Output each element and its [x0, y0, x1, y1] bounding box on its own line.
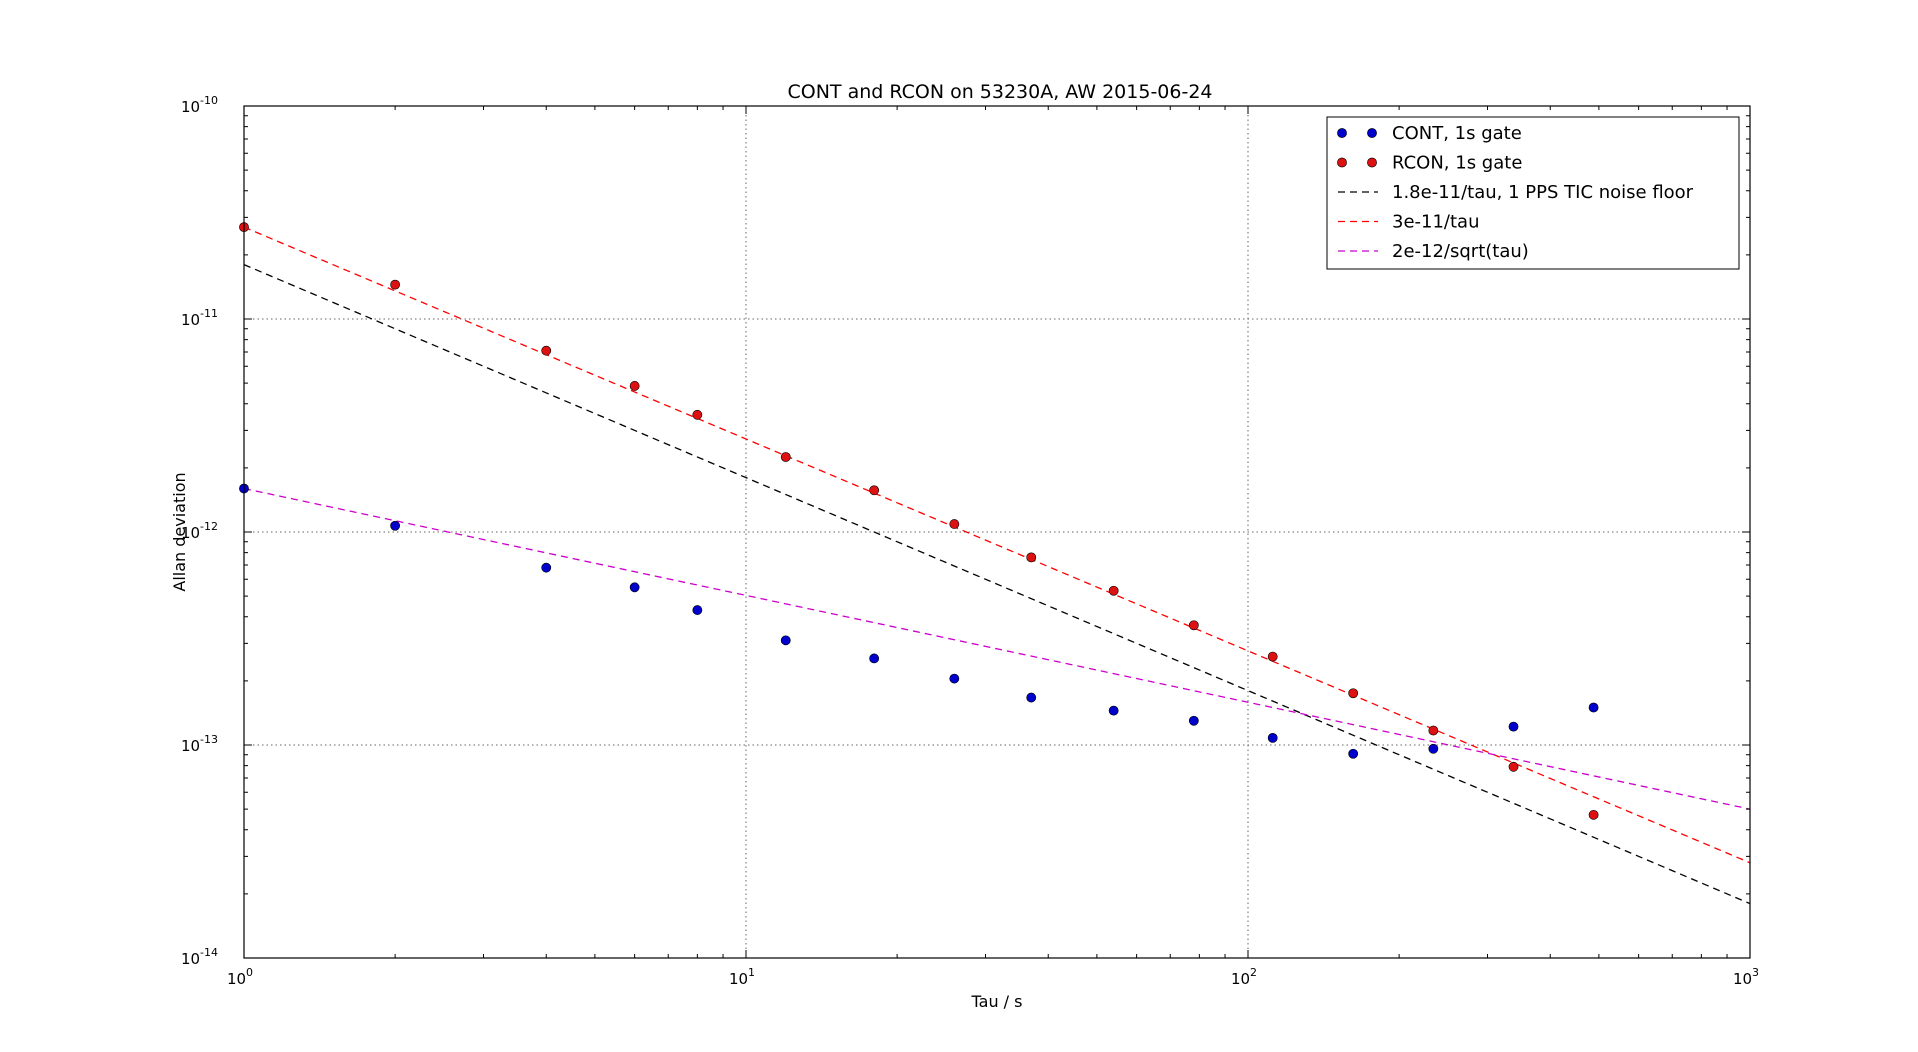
point-rcon-1s-gate [629, 381, 640, 391]
legend-item-3e-11-tau: 3e-11/tau [1338, 212, 1480, 233]
y-tick-label: 10-12 [181, 520, 218, 542]
point-rcon-1s-gate [869, 485, 880, 496]
y-axis-label: Allan deviation [170, 472, 189, 591]
point-cont-1s-gate [869, 653, 880, 664]
x-tick-label-base: 10 [1231, 970, 1250, 988]
point-rcon-1s-gate [541, 345, 552, 356]
point-rcon-1s-gate [1267, 651, 1278, 662]
x-tick-label-exponent: 0 [246, 966, 253, 979]
legend-box [1326, 116, 1740, 270]
series-line-1-8e-11-tau-1-pps-tic-noise-floor [243, 264, 1751, 905]
x-tick-label-exponent: 2 [1250, 966, 1257, 979]
series-line-2e-12-sqrt-tau [243, 487, 1751, 810]
legend-label: CONT, 1s gate [1392, 123, 1522, 144]
x-tick-label: 102 [1231, 966, 1257, 988]
y-tick-label-exponent: -14 [200, 946, 218, 959]
point-cont-1s-gate [780, 635, 791, 646]
point-cont-1s-gate [629, 582, 640, 593]
plot-area-frame [243, 105, 1751, 959]
legend-item-1-8e-11-tau-1-pps-tic-noise-floor: 1.8e-11/tau, 1 PPS TIC noise floor [1338, 182, 1694, 203]
y-tick-label-exponent: -13 [200, 733, 218, 746]
data-points [239, 222, 1599, 820]
legend-marker [1367, 128, 1377, 138]
point-cont-1s-gate [1428, 743, 1439, 754]
grid-lines [244, 106, 1750, 958]
point-rcon-1s-gate [949, 519, 960, 529]
point-rcon-1s-gate [1108, 585, 1119, 596]
legend-item-rcon-1s-gate: RCON, 1s gate [1337, 153, 1522, 174]
point-rcon-1s-gate [390, 279, 401, 290]
point-rcon-1s-gate [692, 409, 703, 420]
point-rcon-1s-gate [1348, 688, 1359, 699]
legend: CONT, 1s gate RCON, 1s gate 1.8e-11/tau, 1… [1326, 116, 1740, 270]
x-tick-label-exponent: 3 [1752, 966, 1759, 979]
fit-lines [243, 226, 1751, 905]
y-tick-label-base: 10 [181, 524, 200, 542]
point-rcon-1s-gate [1588, 809, 1599, 820]
point-cont-1s-gate [390, 520, 401, 531]
point-cont-1s-gate [1588, 702, 1599, 713]
legend-label: 1.8e-11/tau, 1 PPS TIC noise floor [1392, 182, 1694, 203]
point-cont-1s-gate [1508, 721, 1519, 732]
x-tick-label-exponent: 1 [748, 966, 755, 979]
x-tick-label-base: 10 [1733, 970, 1752, 988]
point-cont-1s-gate [692, 605, 703, 615]
point-rcon-1s-gate [1508, 761, 1519, 772]
point-rcon-1s-gate [1026, 552, 1037, 563]
point-rcon-1s-gate [780, 452, 791, 462]
point-cont-1s-gate [1188, 715, 1199, 726]
point-rcon-1s-gate [1428, 725, 1439, 736]
legend-label: RCON, 1s gate [1392, 153, 1522, 174]
y-tick-label: 10-10 [181, 94, 218, 116]
y-tick-label-base: 10 [181, 311, 200, 329]
legend-item-cont-1s-gate: CONT, 1s gate [1337, 123, 1522, 144]
y-tick-label-base: 10 [181, 950, 200, 968]
point-rcon-1s-gate [1188, 620, 1199, 631]
point-cont-1s-gate [1348, 748, 1359, 759]
legend-marker [1337, 128, 1347, 138]
x-tick-label: 103 [1733, 966, 1759, 988]
x-axis-label: Tau / s [971, 992, 1023, 1011]
y-tick-label: 10-11 [181, 307, 218, 329]
x-tick-label: 100 [227, 966, 253, 988]
point-cont-1s-gate [541, 562, 552, 573]
legend-label: 3e-11/tau [1392, 212, 1480, 233]
y-tick-label-base: 10 [181, 98, 200, 116]
y-tick-label-exponent: -12 [200, 520, 218, 533]
legend-marker [1367, 157, 1377, 168]
y-tick-label: 10-14 [181, 946, 218, 968]
y-tick-label-base: 10 [181, 737, 200, 755]
point-cont-1s-gate [1267, 732, 1278, 743]
point-cont-1s-gate [1026, 692, 1037, 703]
legend-item-2e-12-sqrt-tau: 2e-12/sqrt(tau) [1338, 241, 1529, 262]
y-tick-label-exponent: -11 [200, 307, 218, 320]
y-tick-label: 10-13 [181, 733, 218, 755]
chart-title: CONT and RCON on 53230A, AW 2015-06-24 [787, 81, 1212, 103]
point-cont-1s-gate [1108, 705, 1119, 716]
x-tick-label-base: 10 [729, 970, 748, 988]
point-cont-1s-gate [949, 673, 960, 684]
legend-label: 2e-12/sqrt(tau) [1392, 241, 1529, 262]
legend-marker [1337, 157, 1347, 168]
series-line-3e-11-tau [243, 226, 1751, 864]
x-tick-label-base: 10 [227, 970, 246, 988]
y-tick-label-exponent: -10 [200, 94, 218, 107]
x-tick-label: 101 [729, 966, 755, 988]
